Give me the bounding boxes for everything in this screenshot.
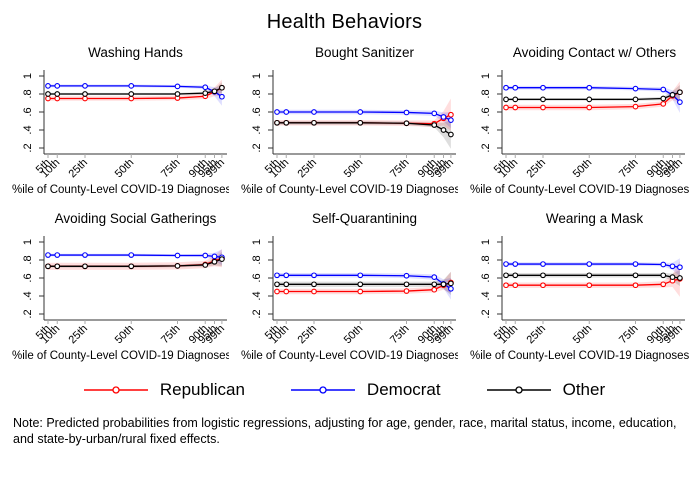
svg-text:25th: 25th [66,157,90,181]
svg-text:75th: 75th [159,323,183,347]
svg-text:1: 1 [251,73,263,79]
legend-item-democrat: Democrat [290,380,441,400]
svg-text:25th: 25th [524,323,548,347]
subplot-title: Self-Quarantining [311,211,418,226]
svg-text:.4: .4 [22,125,34,134]
svg-text:25th: 25th [295,323,319,347]
svg-text:50th: 50th [113,323,137,347]
other-line-marker-icon [486,386,551,394]
svg-text:.8: .8 [480,255,492,264]
svg-text:25th: 25th [66,323,90,347]
svg-text:.2: .2 [22,143,34,152]
subplot-title: Avoiding Contact w/ Others [512,45,677,60]
svg-text:1: 1 [480,239,492,245]
subplot-title: Avoiding Social Gatherings [54,211,217,226]
svg-text:.6: .6 [480,107,492,116]
figure-note: Note: Predicted probabilities from logis… [13,416,677,446]
svg-text:.6: .6 [251,273,263,282]
legend-item-republican: Republican [83,380,245,400]
republican-line-marker-icon [83,386,148,394]
subplot-plot: .2.4.6.8 1 5th 10th 25th 50th 75th 90th 95th 99th [229,62,458,186]
subplot-plot: .2.4.6.8 1 5th 10th 25th 50th 75th 90th 95th 99th [0,62,229,186]
svg-text:75th: 75th [617,157,641,181]
svg-text:.6: .6 [480,273,492,282]
svg-text:25th: 25th [524,157,548,181]
legend: Republican Democrat Other [0,376,689,404]
svg-text:50th: 50th [342,323,366,347]
subplot-washing-hands: Washing Hands .2.4.6.8 1 5th 10th 25th 50th 75… [0,42,229,196]
legend-label: Other [562,380,606,399]
svg-text:50th: 50th [571,157,595,181]
svg-text:.6: .6 [22,273,34,282]
x-axis-label: %ile of County-Level COVID-19 Diagnoses [12,184,229,196]
svg-text:.8: .8 [22,89,34,98]
svg-text:.4: .4 [22,291,34,300]
x-axis-label: %ile of County-Level COVID-19 Diagnoses [241,350,458,362]
svg-text:75th: 75th [159,157,183,181]
legend-item-other: Other [486,380,606,400]
subplot-title: Washing Hands [88,45,183,60]
subplot-title: Wearing a Mask [545,211,644,226]
svg-text:.6: .6 [251,107,263,116]
legend-label: Republican [159,380,245,399]
svg-text:1: 1 [251,239,263,245]
svg-text:.8: .8 [480,89,492,98]
subplot-avoiding-contact: Avoiding Contact w/ Others .2.4.6.8 1 5th 1… [458,42,689,196]
x-axis-label: %ile of County-Level COVID-19 Diagnoses [470,350,689,362]
subplot-plot: .2.4.6.8 1 5th 10th 25th 50th 75th 90th 95th 99th [0,228,229,352]
legend-label: Democrat [366,380,441,399]
x-axis-label: %ile of County-Level COVID-19 Diagnoses [241,184,458,196]
subplot-plot: .2.4.6.8 1 5th 10th 25th 50th 75th 90th 95th 99th [229,228,458,352]
svg-text:.2: .2 [251,309,263,318]
svg-text:1: 1 [22,239,34,245]
svg-text:.2: .2 [480,309,492,318]
svg-text:.2: .2 [480,143,492,152]
svg-text:50th: 50th [571,323,595,347]
svg-text:25th: 25th [295,157,319,181]
svg-text:.6: .6 [22,107,34,116]
svg-text:.4: .4 [251,291,263,300]
subplot-avoiding-social-gatherings: Avoiding Social Gatherings .2.4.6.8 1 5th 1… [0,208,229,362]
subplot-plot: .2.4.6.8 1 5th 10th 25th 50th 75th 90th 95th 99th [458,62,689,186]
svg-text:75th: 75th [388,323,412,347]
subplot-grid: Washing Hands .2.4.6.8 1 5th 10th 25th 50th 75… [0,42,689,362]
svg-text:.4: .4 [480,291,492,300]
figure-title: Health Behaviors [266,11,423,33]
svg-text:.8: .8 [22,255,34,264]
subplot-title: Bought Sanitizer [314,45,415,60]
subplot-bought-sanitizer: Bought Sanitizer .2.4.6.8 1 5th 10th 25th 50t… [229,42,458,196]
svg-text:1: 1 [22,73,34,79]
svg-text:1: 1 [480,73,492,79]
svg-text:.4: .4 [251,125,263,134]
svg-text:75th: 75th [617,323,641,347]
svg-text:.4: .4 [480,125,492,134]
subplot-plot: .2.4.6.8 1 5th 10th 25th 50th 75th 90th 95th 99th [458,228,689,352]
subplot-self-quarantining: Self-Quarantining .2.4.6.8 1 5th 10th 25th 50… [229,208,458,362]
x-axis-label: %ile of County-Level COVID-19 Diagnoses [12,350,229,362]
svg-text:.8: .8 [251,255,263,264]
svg-text:.2: .2 [22,309,34,318]
svg-text:75th: 75th [388,157,412,181]
x-axis-label: %ile of County-Level COVID-19 Diagnoses [470,184,689,196]
democrat-line-marker-icon [290,386,355,394]
svg-text:.8: .8 [251,89,263,98]
svg-text:50th: 50th [342,157,366,181]
subplot-wearing-a-mask: Wearing a Mask .2.4.6.8 1 5th 10th 25th 50th 7… [458,208,689,362]
svg-text:.2: .2 [251,143,263,152]
svg-text:50th: 50th [113,157,137,181]
